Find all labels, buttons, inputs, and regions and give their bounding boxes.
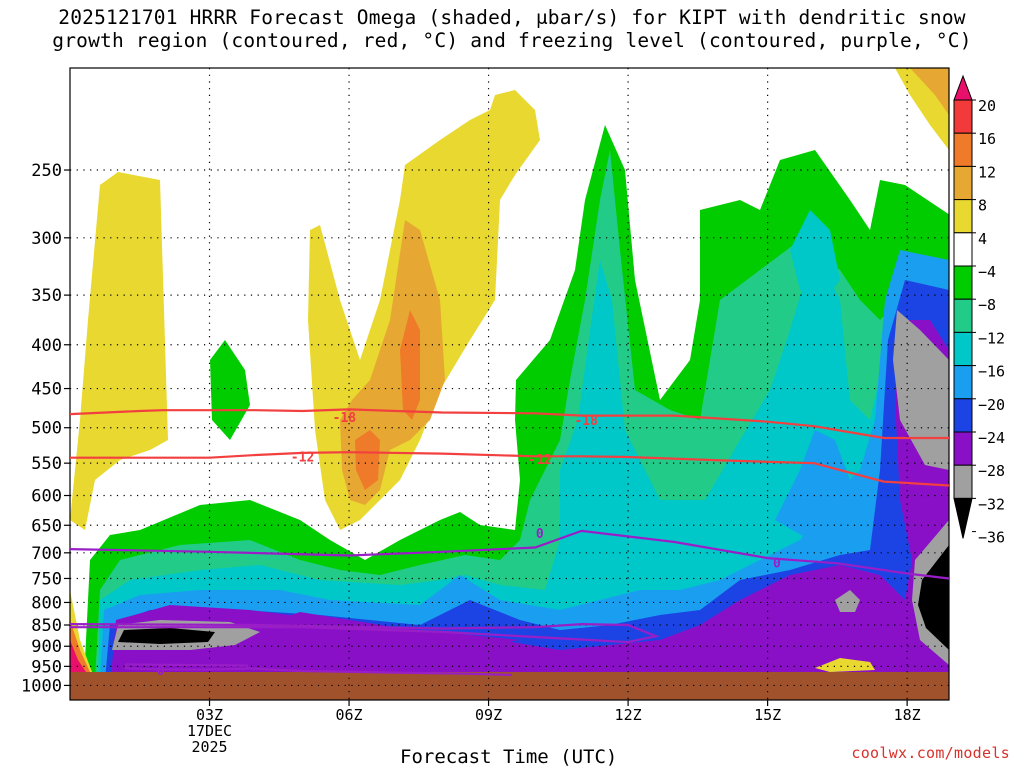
shade-lightblue-right-mid: [775, 430, 850, 540]
y-tick-label-600: 600: [31, 487, 62, 507]
y-tick-label-950: 950: [31, 657, 62, 677]
x-tick-label-09Z: 09Z: [475, 706, 502, 724]
colorbar-label--20: −20: [978, 396, 1005, 414]
colorbar-segment-9: [953, 365, 973, 400]
plot-frame: [69, 67, 950, 701]
shade-magenta-low-left: [70, 640, 86, 672]
y-tick-label-700: 700: [31, 544, 62, 564]
colorbar: 20 16 12 8 4 −4 −8 −12 −16 −20 −24 −28 −32 −36: [953, 74, 1005, 547]
contour-dendritic-snow-growth-0: [70, 408, 949, 440]
colorbar-segment-10: [953, 398, 973, 433]
y-tick-label-300: 300: [31, 229, 62, 249]
shade-darkorange-middle: [400, 310, 420, 420]
contour-label-1-1: -12: [528, 453, 551, 468]
y-tick-label-1000: 1000: [21, 676, 62, 696]
x-tick-label-06Z: 06Z: [336, 706, 363, 724]
y-tick-label-500: 500: [31, 419, 62, 439]
colorbar-label-20: 20: [978, 97, 996, 115]
shade-green-isolated: [210, 340, 250, 440]
colorbar-label-12: 12: [978, 163, 996, 181]
colorbar-label-8: 8: [978, 197, 987, 215]
x-date-label-1: 2025: [191, 738, 227, 756]
x-tick-label-03Z: 03Z: [196, 706, 223, 724]
y-tick-label-650: 650: [31, 516, 62, 536]
colorbar-label--24: −24: [978, 429, 1005, 447]
colorbar-segment-8: [953, 331, 973, 367]
y-tick-label-750: 750: [31, 569, 62, 589]
x-tick-label-12Z: 12Z: [615, 706, 642, 724]
colorbar-label--12: −12: [978, 329, 1005, 347]
colorbar-segment-2: [953, 132, 973, 167]
y-tick-label-250: 250: [31, 161, 62, 181]
y-tick-label-850: 850: [31, 616, 62, 636]
y-tick-label-400: 400: [31, 336, 62, 356]
colorbar-label--28: −28: [978, 462, 1005, 480]
colorbar-top-triangle: [953, 74, 973, 101]
shade-darkorange-middle-2: [355, 430, 380, 490]
colorbar-segment-1: [953, 99, 973, 134]
contour-freezing-level-2: [70, 529, 949, 580]
colorbar-label-4: 4: [978, 230, 987, 248]
shade-brown-ground: [70, 672, 949, 700]
title-line-1: 2025121701 HRRR Forecast Omega (shaded, …: [58, 6, 966, 29]
y-tick-label-350: 350: [31, 286, 62, 306]
shade-gray-mid: [835, 590, 860, 612]
y-tick-label-800: 800: [31, 593, 62, 613]
colorbar-label-16: 16: [978, 130, 996, 148]
credit-link[interactable]: coolwx.com/models: [851, 744, 1010, 762]
colorbar-label--32: −32: [978, 495, 1005, 513]
colorbar-label--16: −16: [978, 363, 1005, 381]
contour-label-0-1: -18: [574, 414, 598, 429]
contour-label-4-0: 0: [157, 664, 165, 679]
x-tick-label-18Z: 18Z: [894, 706, 921, 724]
contour-dendritic-snow-growth-1: [70, 451, 949, 487]
shade-lightblue-low-level: [100, 250, 949, 690]
x-tick-label-15Z: 15Z: [754, 706, 781, 724]
grid: [70, 68, 949, 700]
shade-orange-top-right: [910, 68, 949, 115]
colorbar-segment-7: [953, 298, 973, 333]
shade-black-low-level: [118, 628, 215, 644]
omega-shading: [70, 68, 949, 700]
shade-purple-low-level: [112, 320, 949, 690]
shade-yellow-low-right: [815, 658, 875, 672]
colorbar-segment-4: [953, 199, 973, 234]
y-tick-label-900: 900: [31, 637, 62, 657]
contour-label-2-0: 0: [536, 527, 544, 542]
y-tick-label-550: 550: [31, 454, 62, 474]
shade-purple-inner: [220, 612, 520, 660]
shade-black-right-low: [918, 545, 949, 650]
chart-title: 2025121701 HRRR Forecast Omega (shaded, …: [0, 6, 1024, 52]
colorbar-bottom-triangle: [953, 497, 973, 539]
colorbar-label--4: −4: [978, 263, 996, 281]
colorbar-label--36: −36: [978, 529, 1005, 547]
x-date-label-0: 17DEC: [187, 722, 232, 740]
y-tick-label-450: 450: [31, 380, 62, 400]
shade-blue-low-level: [105, 280, 949, 690]
colorbar-segment-6: [953, 265, 973, 300]
y-axis: 2503003504004505005506006507007508008509…: [21, 161, 70, 696]
contour-label-0-0: -18: [333, 411, 357, 426]
contour-label-1-0: -12: [291, 450, 314, 465]
contour-freezing-level-3: [70, 622, 660, 644]
shade-yellow-left: [70, 172, 168, 530]
contour-freezing-level-5: [246, 667, 512, 676]
contour-lines: -18 -18 -12 -12 0 0 0: [70, 408, 949, 679]
colorbar-segment-3: [953, 165, 973, 201]
colorbar-label--8: −8: [978, 296, 996, 314]
colorbar-segment-11: [953, 431, 973, 466]
colorbar-segment-5: [953, 232, 973, 267]
x-axis-label: Forecast Time (UTC): [400, 746, 618, 768]
colorbar-segment-12: [953, 464, 973, 499]
shade-cyan-right-mid: [790, 210, 840, 300]
title-line-2: growth region (contoured, red, °C) and f…: [52, 29, 972, 52]
contour-label-2-1: 0: [773, 556, 781, 571]
